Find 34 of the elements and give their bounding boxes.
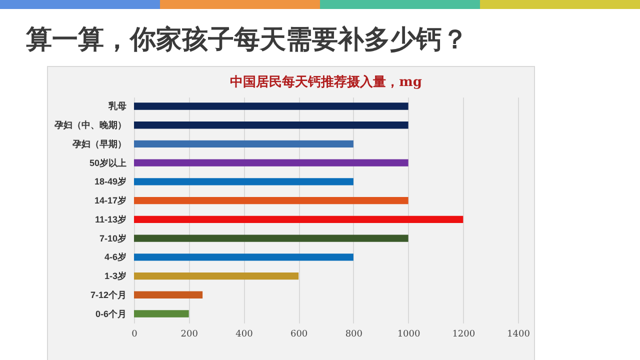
x-tick-label: 0 (132, 330, 138, 340)
bar (134, 254, 354, 261)
y-tick-label: 孕妇（中、晚期） (54, 120, 126, 130)
bar (134, 291, 203, 298)
bar (134, 196, 408, 204)
x-tick-label: 200 (180, 330, 198, 340)
y-tick-label: 50岁以上 (89, 158, 126, 168)
y-tick-label: 14-17岁 (94, 196, 126, 206)
bar (134, 216, 464, 224)
y-tick-label: 7-12个月 (90, 290, 126, 300)
y-tick-label: 0-6个月 (95, 308, 126, 319)
y-tick-label: 1-3岁 (104, 271, 126, 282)
bar (134, 122, 408, 129)
bar (134, 234, 408, 242)
bar (134, 178, 354, 186)
bar (134, 140, 354, 148)
y-tick-label: 4-6岁 (104, 252, 126, 262)
y-tick-label: 孕妇（早期） (72, 138, 126, 149)
x-tick-label: 800 (345, 330, 363, 340)
chart-subtitle: 中国居民每天钙推荐摄入量，mg (230, 74, 422, 90)
y-tick-label: 7-10岁 (99, 233, 126, 244)
x-tick-label: 400 (236, 330, 254, 340)
bar (134, 102, 408, 110)
bar (134, 310, 189, 318)
x-tick-label: 1000 (397, 330, 421, 340)
bar (134, 159, 408, 166)
y-tick-label: 18-49岁 (94, 176, 126, 187)
chart-title: 算一算，你家孩子每天需要补多少钙？ (26, 24, 468, 57)
x-tick-label: 1400 (507, 330, 530, 340)
x-tick-label: 600 (290, 330, 308, 340)
y-tick-label: 乳母 (108, 101, 126, 112)
x-tick-label: 1200 (452, 330, 476, 340)
bar (134, 272, 299, 280)
y-tick-label: 11-13岁 (94, 214, 126, 224)
